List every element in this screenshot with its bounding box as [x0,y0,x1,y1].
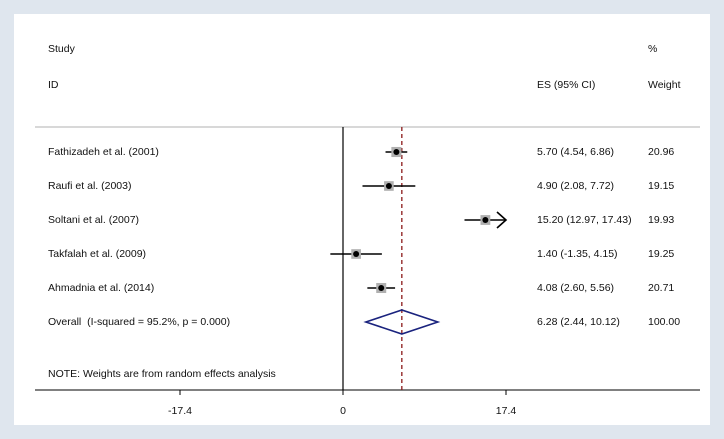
x-tick-label: -17.4 [168,405,192,417]
weight-label: 19.25 [648,248,674,260]
es-point [378,285,385,291]
es-label: 4.08 (2.60, 5.56) [537,282,614,294]
study-label: Soltani et al. (2007) [48,214,139,226]
overall-diamond [363,309,441,335]
study-label: Fathizadeh et al. (2001) [48,146,159,158]
plot-panel [14,14,710,425]
x-tick-label: 0 [340,405,346,417]
overall-weight-label: 100.00 [648,316,680,328]
es-label: 15.20 (12.97, 17.43) [537,214,632,226]
overall-es-label: 6.28 (2.44, 10.12) [537,316,620,328]
es-label: 1.40 (-1.35, 4.15) [537,248,618,260]
es-point [482,217,489,223]
weight-label: 20.71 [648,282,674,294]
overall-label: Overall (I-squared = 95.2%, p = 0.000) [48,316,230,328]
weight-label: 19.93 [648,214,674,226]
es-point [353,251,360,257]
study-label: Ahmadnia et al. (2014) [48,282,154,294]
header-weight-top: % [648,43,657,55]
es-label: 5.70 (4.54, 6.86) [537,146,614,158]
header-es: ES (95% CI) [537,79,595,91]
header-id: ID [48,79,59,91]
study-label: Raufi et al. (2003) [48,180,131,192]
header-study: Study [48,43,76,55]
weight-label: 20.96 [648,146,674,158]
es-point [385,183,392,189]
ci-arrow [496,211,508,229]
es-point [393,149,400,155]
note: NOTE: Weights are from random effects an… [48,368,276,380]
weight-label: 19.15 [648,180,674,192]
x-tick-label: 17.4 [496,405,517,417]
es-label: 4.90 (2.08, 7.72) [537,180,614,192]
header-weight: Weight [648,79,681,91]
study-label: Takfalah et al. (2009) [48,248,146,260]
